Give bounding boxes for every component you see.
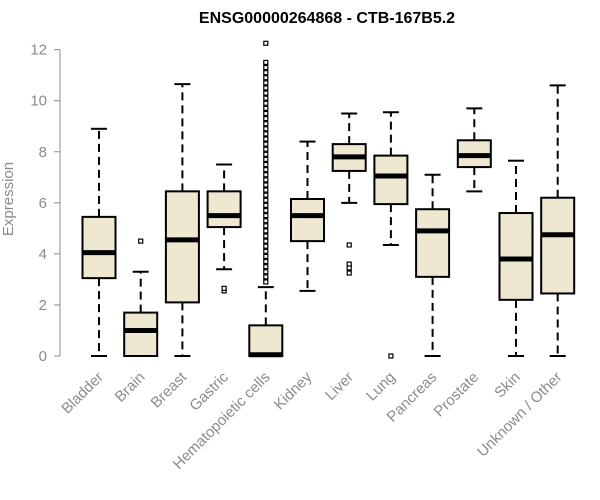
outlier-point — [263, 187, 269, 193]
box-body — [290, 198, 325, 243]
outlier-point — [346, 270, 352, 276]
outlier-point — [263, 248, 269, 254]
outlier-point — [263, 258, 269, 265]
box-bladder — [81, 127, 117, 357]
outlier-point — [263, 85, 269, 91]
outlier-point — [263, 274, 269, 280]
outlier-point — [263, 207, 269, 214]
outlier-point — [388, 353, 394, 359]
outlier-point — [263, 121, 269, 127]
y-tick-label: 10 — [30, 93, 47, 110]
box-body — [540, 196, 576, 295]
outlier-point — [263, 75, 269, 81]
outlier-point — [263, 151, 269, 157]
box-hematopoietic-cells — [248, 40, 284, 358]
box-pancreas — [415, 173, 451, 357]
y-tick-label: 6 — [39, 195, 47, 212]
outlier-point — [263, 40, 269, 46]
x-tick-label: Prostate — [431, 369, 483, 421]
outlier-point — [138, 238, 144, 244]
x-tick-label: Breast — [148, 368, 191, 411]
outlier-point — [263, 197, 269, 203]
y-tick-label: 12 — [30, 42, 47, 59]
outlier-point — [263, 233, 269, 239]
outlier-point — [263, 223, 269, 229]
outlier-point — [263, 126, 269, 132]
x-tick-label: Bladder — [58, 369, 107, 418]
outlier-point — [263, 202, 269, 208]
outlier-point — [263, 110, 269, 117]
outlier-point — [263, 146, 269, 152]
outlier-point — [263, 212, 269, 219]
box-body — [81, 215, 117, 280]
box-body — [206, 190, 242, 229]
outlier-point — [263, 228, 269, 234]
outlier-point — [263, 59, 269, 66]
outlier-point — [346, 265, 352, 271]
outlier-point — [263, 279, 269, 285]
x-tick-label: Kidney — [271, 368, 316, 413]
box-unknown-other — [540, 84, 576, 357]
outlier-point — [263, 90, 269, 96]
outlier-point — [263, 172, 269, 178]
outlier-point — [221, 285, 227, 291]
box-body — [164, 190, 200, 304]
y-tick-label: 8 — [39, 144, 47, 161]
outlier-point — [263, 167, 269, 173]
outlier-point — [263, 253, 269, 260]
outlier-point — [263, 95, 269, 101]
outlier-point — [263, 177, 269, 183]
box-liver — [331, 112, 367, 276]
outlier-point — [263, 238, 269, 244]
x-tick-label: Brain — [112, 369, 149, 406]
outlier-point — [263, 243, 269, 249]
x-tick-label: Liver — [322, 369, 357, 404]
y-axis: 0 2 4 6 8 10 12 — [30, 42, 61, 365]
x-tick-label: Lung — [363, 369, 399, 405]
box-body — [415, 208, 451, 278]
outlier-point — [263, 100, 269, 106]
outlier-point — [263, 136, 269, 142]
x-tick-label: Skin — [491, 369, 524, 402]
outlier-point — [263, 115, 269, 122]
box-breast — [164, 83, 200, 357]
box-brain — [123, 238, 159, 357]
box-kidney — [290, 140, 325, 292]
outlier-point — [263, 141, 269, 147]
box-body — [373, 154, 409, 206]
box-skin — [498, 159, 534, 357]
outlier-point — [263, 64, 269, 71]
y-tick-label: 2 — [39, 297, 47, 314]
y-tick-label: 4 — [39, 246, 47, 263]
y-tick-label: 0 — [39, 348, 47, 365]
outlier-point — [346, 242, 352, 248]
outlier-point — [263, 105, 269, 111]
chart-title: ENSG00000264868 - CTB-167B5.2 — [199, 10, 455, 27]
box-gastric — [206, 163, 242, 294]
box-prostate — [456, 107, 492, 193]
box-body — [123, 311, 159, 357]
outlier-point — [263, 131, 269, 137]
box-body — [248, 324, 284, 357]
outlier-point — [263, 264, 269, 270]
outlier-point — [263, 192, 269, 198]
outlier-point — [263, 182, 269, 188]
outlier-point — [263, 156, 269, 163]
boxes-layer — [81, 40, 576, 359]
outlier-point — [263, 218, 269, 224]
outlier-point — [263, 70, 269, 76]
box-lung — [373, 111, 409, 359]
outlier-point — [263, 161, 269, 168]
box-body — [498, 212, 534, 301]
outlier-point — [263, 80, 269, 86]
y-axis-label: Expression — [0, 162, 17, 236]
outlier-point — [263, 269, 269, 275]
